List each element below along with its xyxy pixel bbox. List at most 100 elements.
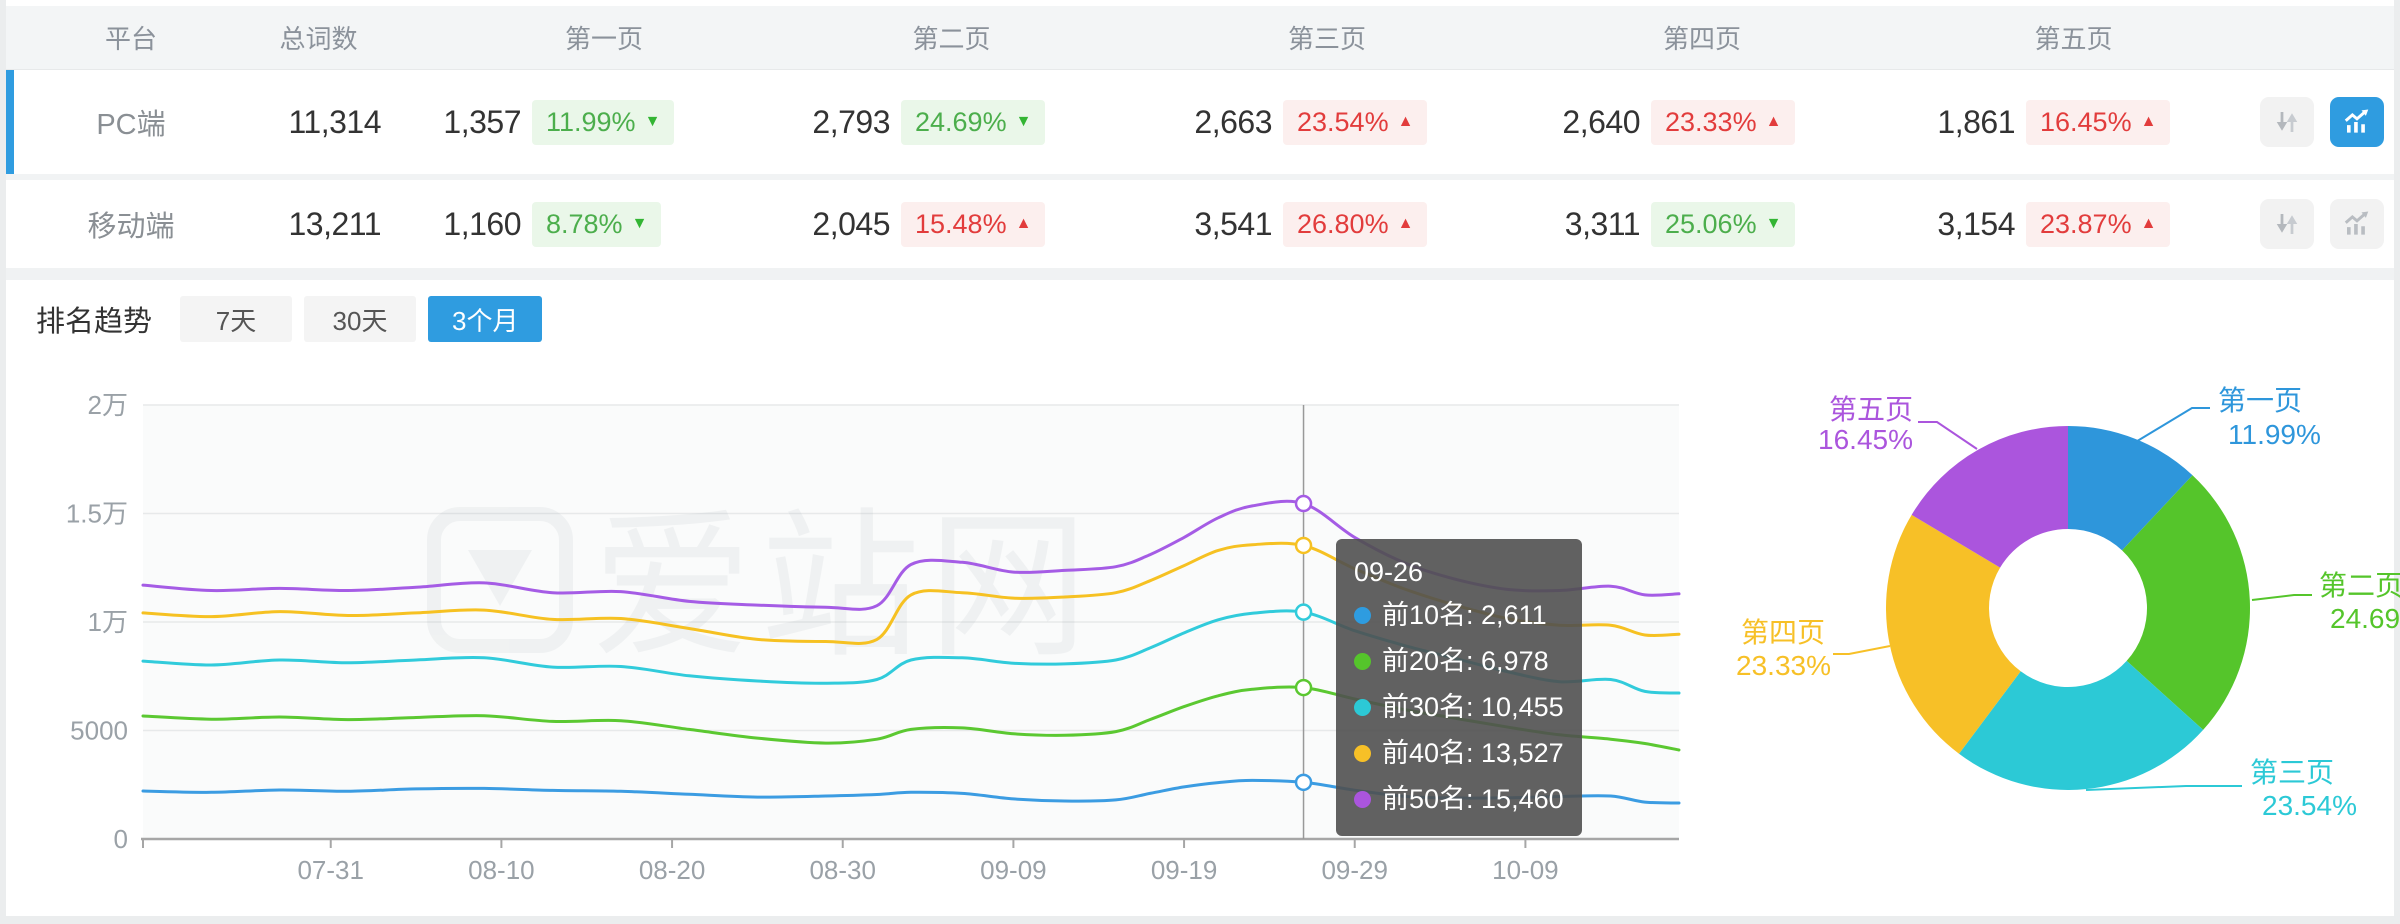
donut-slice-第三页[interactable]	[1958, 660, 2204, 791]
donut-slice-第五页[interactable]	[1911, 426, 2068, 568]
line-chart[interactable]: 0 5000 1万 1.5万 2万 爱站网 07-31 08-10 08-20 08-30 09-0…	[6, 358, 1681, 910]
x-axis-label: 08-10	[468, 855, 535, 885]
page3-badge-cell: 23.54% ▲	[1272, 99, 1458, 145]
slice-label: 第五页	[1829, 394, 1913, 425]
range-tab-3[interactable]: 3个月	[428, 296, 543, 342]
trend-chart-icon	[2344, 211, 2369, 235]
section-divider	[6, 268, 2394, 280]
total-words-value: 13,211	[288, 205, 382, 242]
page4-badge-cell: 25.06% ▼	[1640, 201, 1826, 247]
donut-slice-第一页[interactable]	[2068, 426, 2193, 551]
sort-arrows-icon	[2276, 112, 2298, 132]
change-percent: 15.48%	[915, 208, 1007, 239]
slice-label: 第四页	[1741, 617, 1825, 648]
slice-percent: 23.33%	[1736, 650, 1831, 681]
range-tab-1[interactable]: 7天	[180, 296, 293, 342]
column-header-page-3: 第三页	[1287, 24, 1366, 54]
change-percent: 16.45%	[2040, 106, 2132, 137]
tooltip-value: 前30名: 10,455	[1382, 692, 1564, 722]
triangle-up-icon: ▲	[1765, 113, 1782, 130]
trend-button[interactable]	[2330, 97, 2384, 147]
total-words-value: 11,314	[288, 103, 382, 140]
slice-percent: 11.99%	[2228, 419, 2321, 450]
sort-arrows-icon	[2276, 214, 2298, 234]
page4-badge-cell: 23.33% ▲	[1640, 99, 1826, 145]
page1-badge-cell: 8.78% ▼	[521, 201, 707, 247]
column-header-page-1: 第一页	[564, 24, 643, 54]
page5-badge-cell: 16.45% ▲	[2015, 99, 2201, 145]
change-percent: 23.54%	[1297, 106, 1389, 137]
page5-count: 1,861	[1937, 103, 2015, 140]
trend-button[interactable]	[2330, 199, 2384, 249]
change-badge: 26.80% ▲	[1283, 201, 1428, 247]
column-header-total: 总词数	[279, 24, 358, 54]
trend-header: 排名趋势 7天 30天 3个月	[6, 280, 2394, 358]
tooltip-row: 前30名: 10,455	[1354, 684, 1564, 730]
tooltip-value: 前10名: 2,611	[1382, 600, 1547, 630]
hover-marker	[1294, 536, 1313, 555]
page1-badge-cell: 11.99% ▼	[521, 99, 707, 145]
hover-marker	[1294, 603, 1313, 621]
change-percent: 24.69%	[915, 106, 1007, 137]
series-dot	[1354, 606, 1371, 624]
slice-percent: 23.54%	[2262, 790, 2357, 821]
x-axis-label: 09-29	[1321, 855, 1388, 885]
range-tab-2[interactable]: 30天	[304, 296, 417, 342]
watermark: 爱站网	[427, 497, 1088, 676]
column-header-page-4: 第四页	[1662, 24, 1741, 54]
row-actions	[2260, 199, 2394, 249]
change-percent: 26.80%	[1297, 208, 1389, 239]
tooltip-row: 前20名: 6,978	[1354, 638, 1564, 684]
donut-slice-第二页[interactable]	[2122, 475, 2250, 730]
tooltip-date: 09-26	[1354, 557, 1424, 587]
change-percent: 25.06%	[1665, 208, 1757, 239]
triangle-up-icon: ▲	[1015, 215, 1032, 232]
page1-count: 1,160	[443, 205, 521, 242]
series-dot	[1354, 790, 1371, 808]
column-header-page-5: 第五页	[2034, 24, 2113, 54]
platform-table: 平台 总词数 第一页 第二页 第三页 第四页 第五页 PC端 11,314 1,357 11.99…	[6, 6, 2394, 268]
tooltip-row: 前50名: 15,460	[1354, 776, 1564, 822]
x-axis-label: 09-09	[980, 855, 1047, 885]
slice-percent: 24.69%	[2330, 603, 2400, 634]
page2-badge-cell: 15.48% ▲	[890, 201, 1076, 247]
page2-badge-cell: 24.69% ▼	[890, 99, 1076, 145]
change-percent: 11.99%	[546, 106, 636, 137]
page4-count: 2,640	[1562, 103, 1640, 140]
slice-percent: 16.45%	[1818, 424, 1913, 455]
column-header-page-2: 第二页	[912, 24, 991, 54]
x-axis-label: 08-20	[639, 855, 706, 885]
column-header-platform: 平台	[104, 24, 157, 54]
table-row[interactable]: PC端 11,314 1,357 11.99% ▼ 2,793 24.69% ▼ 2,663 23…	[6, 70, 2394, 180]
series-dot	[1354, 698, 1371, 716]
row-actions	[2260, 97, 2394, 147]
y-axis-label: 2万	[88, 390, 128, 420]
table-body: PC端 11,314 1,357 11.99% ▼ 2,793 24.69% ▼ 2,663 23…	[6, 70, 2394, 268]
slice-label: 第二页	[2319, 570, 2400, 601]
sort-button[interactable]	[2260, 97, 2314, 147]
page1-count: 1,357	[443, 103, 521, 140]
change-badge: 8.78% ▼	[532, 201, 662, 247]
change-badge: 16.45% ▲	[2026, 99, 2171, 145]
hover-marker	[1294, 773, 1313, 792]
triangle-up-icon: ▲	[2140, 215, 2157, 232]
change-badge: 24.69% ▼	[901, 99, 1046, 145]
page3-badge-cell: 26.80% ▲	[1272, 201, 1458, 247]
change-badge: 11.99% ▼	[532, 99, 675, 145]
table-row[interactable]: 移动端 13,211 1,160 8.78% ▼ 2,045 15.48% ▲ 3,541 26.…	[6, 180, 2394, 268]
change-percent: 8.78%	[546, 208, 623, 239]
y-axis-label: 0	[114, 824, 128, 854]
donut-slice-第四页[interactable]	[1886, 514, 2021, 754]
series-dot	[1354, 652, 1371, 670]
change-badge: 25.06% ▼	[1651, 201, 1796, 247]
sort-button[interactable]	[2260, 199, 2314, 249]
change-badge: 23.87% ▲	[2026, 201, 2171, 247]
label-leader-line	[2133, 407, 2210, 444]
triangle-up-icon: ▲	[1397, 113, 1414, 130]
label-leader-line	[2085, 785, 2242, 791]
page3-count: 2,663	[1194, 103, 1272, 140]
triangle-down-icon: ▼	[644, 113, 661, 130]
trend-chart-icon	[2344, 109, 2369, 133]
change-percent: 23.33%	[1665, 106, 1757, 137]
